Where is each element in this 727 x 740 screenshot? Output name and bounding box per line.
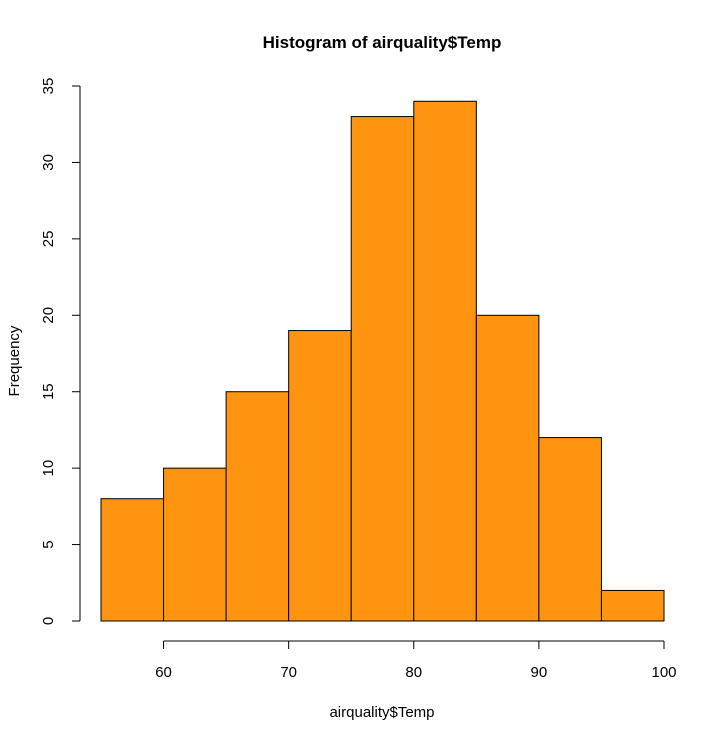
chart-title: Histogram of airquality$Temp [263,33,502,52]
bar-60-65 [163,467,227,622]
y-axis-label: Frequency [6,325,23,396]
y-tick-label: 0 [40,617,57,625]
y-tick-label: 10 [40,460,57,477]
bar-80-85 [413,100,477,622]
x-axis: 60 70 80 90 100 [155,640,677,681]
bars-group [100,100,665,622]
y-tick-label: 30 [40,154,57,171]
bar-95-100 [600,589,665,622]
y-tick-label: 5 [40,540,57,548]
x-tick-label: 70 [280,664,297,681]
x-axis-label: airquality$Temp [329,704,434,721]
y-tick-label: 35 [40,78,57,95]
bar-55-60 [100,498,165,622]
y-tick-label: 25 [40,231,57,248]
bar-85-90 [475,314,540,622]
x-tick-label: 100 [651,664,676,681]
x-tick-label: 80 [405,664,422,681]
y-tick-label: 15 [40,383,57,400]
y-tick-label: 20 [40,307,57,324]
bar-75-80 [350,116,415,622]
x-tick-label: 90 [531,664,548,681]
bar-70-75 [288,330,352,622]
x-tick-label: 60 [155,664,172,681]
bar-65-70 [225,391,290,622]
y-axis: 0 5 10 15 20 25 30 35 [40,78,81,625]
bar-90-95 [538,437,602,622]
